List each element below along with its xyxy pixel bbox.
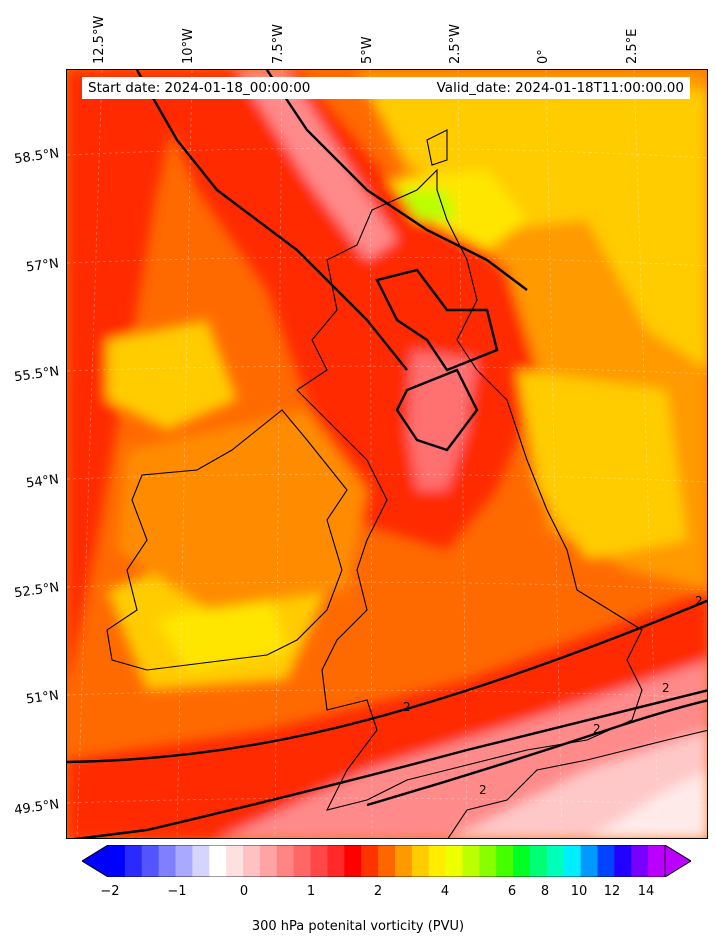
colorbar-extend-high	[664, 845, 691, 877]
pv-contour-south-a	[67, 599, 707, 764]
valid-date-label: Valid_date: 2024-01-18T11:00:00.00	[436, 80, 684, 96]
field-yellow-ne	[367, 90, 707, 369]
pv-contour-loop-b	[395, 368, 479, 452]
pv-contour-nw-a	[135, 70, 408, 371]
colorbar-swatch	[479, 845, 497, 877]
graticule	[67, 70, 707, 838]
colorbar-tick: 6	[507, 884, 517, 899]
colorbar-tick: 12	[603, 884, 621, 899]
lat-label-54n: 54°N	[25, 472, 61, 492]
contour-label: 2	[403, 700, 411, 714]
colorbar-tick: 14	[637, 884, 655, 899]
colorbar-swatch	[226, 845, 244, 877]
contour-label: 2	[593, 722, 601, 736]
map-panel: 2 2 2 2 2	[66, 69, 708, 839]
colorbar-swatch	[529, 845, 548, 877]
colorbar-tick: −2	[100, 884, 120, 899]
lon-label-12-5w: 12.5°W	[92, 15, 107, 64]
pv-contours	[67, 70, 707, 838]
colorbar-swatch	[445, 845, 464, 877]
colorbar-swatch	[175, 845, 193, 877]
lat-label-52-5n: 52.5°N	[13, 580, 61, 602]
lat-label-49-5n: 49.5°N	[13, 797, 61, 819]
colorbar-label: 300 hPa potenital vorticity (PVU)	[251, 919, 465, 934]
colorbar-swatch	[361, 845, 379, 877]
colorbar-swatch	[259, 845, 278, 877]
colorbar-swatch	[428, 845, 447, 877]
colorbar-swatch	[411, 845, 430, 877]
lat-label-58-5n: 58.5°N	[13, 146, 61, 168]
lat-label-51n: 51°N	[25, 688, 61, 708]
start-date-label: Start date: 2024-01-18_00:00:00	[88, 80, 311, 96]
lon-label-5w: 5°W	[360, 36, 375, 64]
colorbar-swatch	[563, 845, 582, 877]
contour-label: 2	[695, 594, 703, 608]
colorbar-tick: 10	[570, 884, 588, 899]
great-britain-coast	[296, 168, 643, 811]
colorbar-tick: 1	[306, 884, 316, 899]
colorbar-tick: 0	[239, 884, 249, 899]
lat-label-57n: 57°N	[25, 256, 61, 276]
colorbar-swatch	[141, 845, 160, 877]
colorbar-extend-low	[82, 845, 109, 877]
field-pink-core	[237, 70, 397, 260]
lon-label-7-5w: 7.5°W	[271, 23, 286, 64]
colorbar-swatch	[631, 845, 649, 877]
lon-label-10w: 10°W	[181, 28, 196, 64]
colorbar-swatch	[597, 845, 615, 877]
colorbar-tick: 8	[540, 884, 550, 899]
colorbar-swatch	[310, 845, 329, 877]
field-orange-ireland	[117, 410, 367, 610]
pv-contour-loop-a	[375, 268, 499, 372]
colorbar-swatch	[546, 845, 565, 877]
pv-contour-south-c	[366, 699, 707, 807]
lon-label-2-5e: 2.5°E	[625, 28, 640, 64]
colorbar-swatch	[614, 845, 632, 877]
colorbar-swatch	[580, 845, 599, 877]
orkney-coast	[426, 129, 448, 166]
colorbar	[82, 845, 691, 877]
field-pink-england	[407, 350, 477, 490]
contour-label: 2	[479, 783, 487, 797]
coastlines	[106, 129, 707, 838]
colorbar-tick: 2	[373, 884, 383, 899]
colorbar-tick: 4	[440, 884, 450, 899]
colorbar-swatch	[158, 845, 177, 877]
pv-contour-nw-b	[266, 70, 528, 291]
colorbar-swatch	[344, 845, 362, 877]
field-green-patch	[397, 190, 457, 220]
field-yellow-sw-core	[157, 590, 287, 670]
colorbar-swatch	[108, 845, 126, 877]
colorbar-swatch	[192, 845, 210, 877]
field-red-west	[67, 70, 187, 690]
field-yellow-west	[107, 320, 237, 430]
colorbar-swatch	[327, 845, 345, 877]
colorbar-swatch	[378, 845, 396, 877]
field-yellow-east	[517, 370, 687, 560]
date-banner: Start date: 2024-01-18_00:00:00 Valid_da…	[82, 77, 690, 99]
colorbar-swatch	[462, 845, 480, 877]
colorbar-swatch	[496, 845, 514, 877]
pv-field-map: 2 2 2 2 2	[67, 70, 707, 838]
france-coast	[447, 729, 707, 838]
pv-contour-south-b	[73, 689, 707, 838]
colorbar-swatch	[243, 845, 261, 877]
colorbar-tick: −1	[167, 884, 187, 899]
ireland-coast	[106, 409, 348, 671]
lon-label-2-5w: 2.5°W	[448, 23, 463, 64]
colorbar-swatch	[513, 845, 531, 877]
colorbar-swatch	[209, 845, 227, 877]
colorbar-swatch	[293, 845, 312, 877]
colorbar-swatch	[394, 845, 413, 877]
lat-label-55-5n: 55.5°N	[13, 364, 61, 386]
colorbar-swatch	[124, 845, 143, 877]
lon-label-0: 0°	[536, 49, 551, 64]
colorbar-swatch	[276, 845, 295, 877]
contour-label: 2	[662, 681, 670, 695]
colorbar-swatch	[648, 845, 666, 877]
field-white-south	[590, 770, 707, 838]
contour-label-group: 2 2 2 2 2	[403, 594, 703, 797]
